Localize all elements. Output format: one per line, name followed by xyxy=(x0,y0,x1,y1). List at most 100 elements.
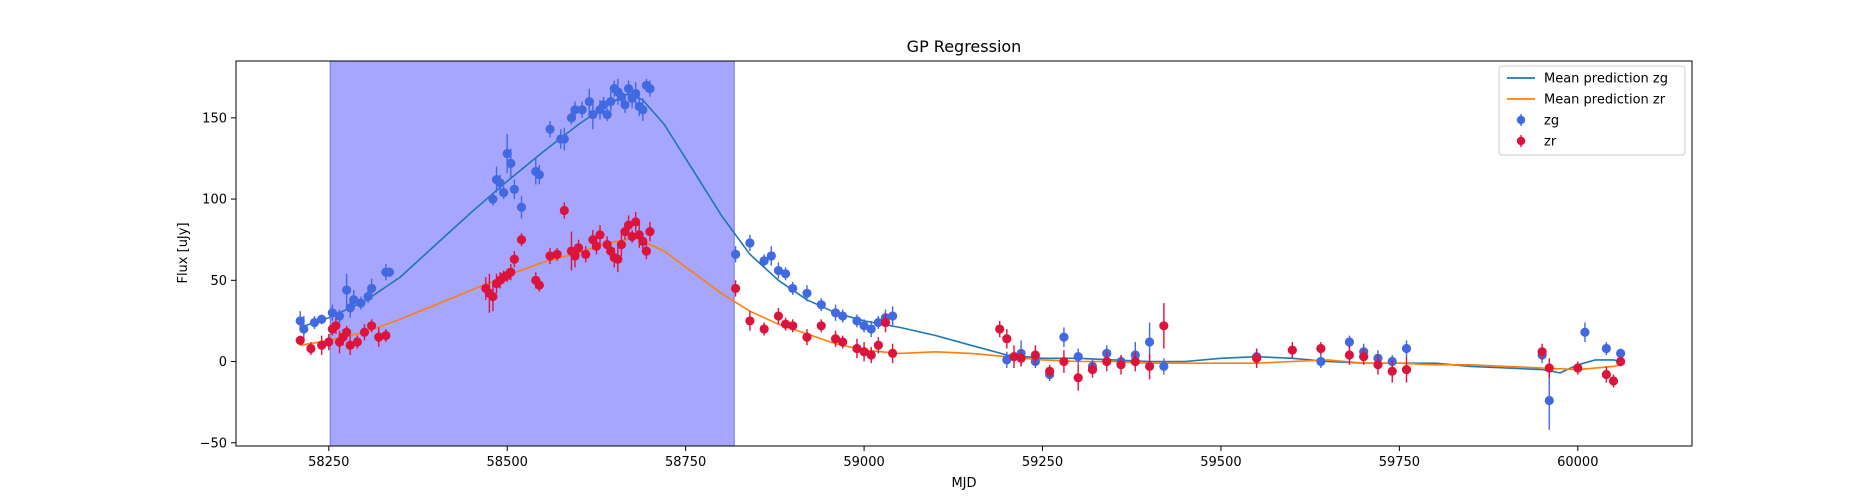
zr-point xyxy=(1537,347,1547,357)
zr-point xyxy=(1387,366,1397,376)
zr-point xyxy=(880,317,891,328)
zr-point xyxy=(838,337,848,347)
zg-point xyxy=(1616,348,1626,359)
zr-point xyxy=(830,334,841,344)
zg-point xyxy=(645,84,655,94)
y-tick-label: 50 xyxy=(210,274,227,289)
zr-point xyxy=(545,251,555,261)
zg-point xyxy=(509,184,519,194)
zg-point xyxy=(759,256,769,266)
y-tick-label: 100 xyxy=(202,193,227,208)
x-axis-label: MJD xyxy=(951,476,976,491)
zr-point xyxy=(759,324,769,334)
zg-point xyxy=(317,314,327,324)
shaded-region xyxy=(329,60,735,447)
zg-point xyxy=(342,285,352,295)
zr-point xyxy=(788,321,798,331)
zg-point xyxy=(334,311,345,321)
zr-point xyxy=(570,251,580,261)
zg-point xyxy=(384,267,395,277)
zr-point xyxy=(342,327,352,337)
x-tick-label: 59000 xyxy=(843,455,884,470)
mean-line-zr xyxy=(300,237,1621,371)
zr-point xyxy=(645,226,655,237)
zg-point xyxy=(588,110,598,120)
zg-point xyxy=(495,178,505,188)
zr-point xyxy=(641,246,651,256)
zg-point xyxy=(1002,355,1012,365)
zg-point xyxy=(516,202,527,212)
legend-entry: Mean prediction zg xyxy=(1507,72,1668,87)
zr-point xyxy=(345,340,355,350)
zr-point xyxy=(295,335,305,346)
zr-point xyxy=(374,332,384,342)
zr-point xyxy=(1573,363,1583,373)
zg-point xyxy=(1344,337,1355,347)
zr-point xyxy=(1159,321,1169,331)
zg-point xyxy=(602,110,612,120)
x-tick-label: 58500 xyxy=(487,455,528,470)
zr-point xyxy=(1073,373,1083,383)
zr-point xyxy=(306,343,316,354)
zg-point xyxy=(1601,343,1611,354)
zr-point xyxy=(1252,353,1262,363)
zg-point xyxy=(488,194,498,204)
legend-marker-swatch xyxy=(1516,136,1526,146)
y-tick-label: 0 xyxy=(219,355,227,370)
zg-point xyxy=(1316,356,1326,367)
zr-point xyxy=(324,337,334,347)
zr-point xyxy=(1316,343,1326,354)
zr-point xyxy=(367,321,377,331)
zg-point xyxy=(1544,395,1554,406)
zr-point xyxy=(1009,352,1019,362)
zg-point xyxy=(623,84,634,94)
zr-point xyxy=(1016,353,1026,363)
zg-point xyxy=(570,105,580,115)
zg-point xyxy=(780,269,791,279)
zr-point xyxy=(1130,356,1140,367)
zg-point xyxy=(559,134,569,144)
zr-point xyxy=(616,239,627,250)
zg-point xyxy=(299,324,309,334)
legend-label: Mean prediction zr xyxy=(1544,93,1666,108)
zr-point xyxy=(1144,361,1155,372)
zr-point xyxy=(1030,350,1040,360)
zr-point xyxy=(331,321,341,331)
zr-point xyxy=(1102,356,1112,367)
zr-point xyxy=(1002,334,1012,344)
zg-point xyxy=(859,321,869,331)
zr-point xyxy=(559,205,569,216)
zr-point xyxy=(1616,356,1626,367)
zr-point xyxy=(509,254,519,264)
zg-point xyxy=(577,105,587,115)
x-tick-label: 59750 xyxy=(1379,455,1420,470)
x-tick-label: 59500 xyxy=(1200,455,1241,470)
zr-point xyxy=(995,324,1005,334)
zr-point xyxy=(534,280,544,290)
zg-point xyxy=(545,124,555,134)
legend: Mean prediction zg Mean prediction zr zg zr xyxy=(1498,65,1686,156)
zg-point xyxy=(566,113,577,123)
zg-point xyxy=(888,311,898,321)
legend-entry: zg xyxy=(1516,114,1559,129)
zr-point xyxy=(613,254,623,264)
zg-point xyxy=(731,249,741,259)
zg-point xyxy=(766,251,776,261)
zg-point xyxy=(499,187,509,198)
zr-point xyxy=(381,330,391,341)
zr-point xyxy=(1287,345,1297,355)
zg-point xyxy=(606,97,616,107)
zg-point xyxy=(1144,337,1155,347)
legend-marker-swatch xyxy=(1516,115,1526,125)
legend-label: Mean prediction zg xyxy=(1544,72,1668,87)
zr-point xyxy=(638,236,648,246)
zr-point xyxy=(552,249,562,259)
series-zr xyxy=(295,202,1626,391)
legend-label: zr xyxy=(1544,135,1557,150)
zg-point xyxy=(788,283,798,294)
mean-line-zg xyxy=(299,92,1621,374)
zr-point xyxy=(1059,356,1069,367)
zg-point xyxy=(327,308,337,318)
zr-point xyxy=(1116,360,1126,370)
zr-point xyxy=(516,235,527,245)
